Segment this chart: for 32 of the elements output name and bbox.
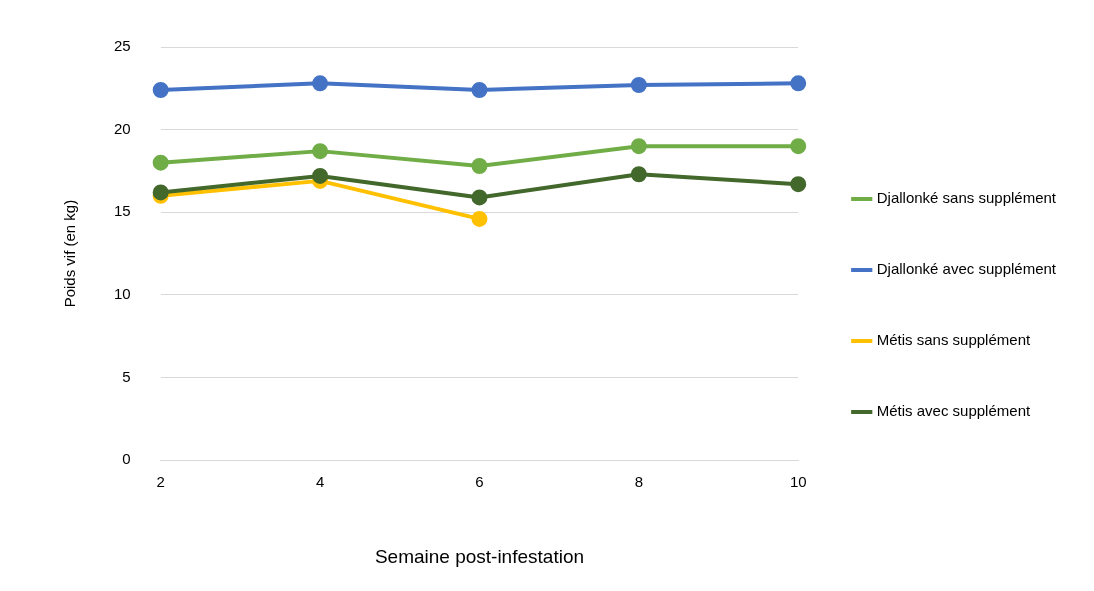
x-tick-label: 6 xyxy=(475,473,484,491)
x-tick-label: 4 xyxy=(315,473,325,491)
x-tick-label: 8 xyxy=(634,473,644,491)
y-axis-title: Poids vif (en kg) xyxy=(61,199,79,308)
y-tick-label: 5 xyxy=(122,367,131,385)
y-tick-label: 20 xyxy=(114,119,131,137)
x-tick-label: 2 xyxy=(156,473,165,491)
y-tick-label: 10 xyxy=(114,285,131,303)
point xyxy=(630,166,647,183)
point xyxy=(152,81,169,98)
point xyxy=(471,158,488,174)
legend-label: Métis sans supplément xyxy=(876,331,1031,349)
point xyxy=(312,75,329,92)
y-tick-label: 25 xyxy=(114,37,131,55)
y-tick-label: 0 xyxy=(122,450,131,468)
point xyxy=(790,75,807,92)
point xyxy=(312,143,329,160)
legend-label: Métis avec supplément xyxy=(876,402,1031,420)
point xyxy=(790,176,807,193)
point xyxy=(630,77,647,94)
point xyxy=(471,210,488,227)
legend-label: Djallonké avec supplément xyxy=(876,260,1057,278)
legend-label: Djallonké sans supplément xyxy=(876,189,1057,207)
y-tick-label: 15 xyxy=(114,202,131,220)
point xyxy=(471,81,488,98)
point xyxy=(630,138,647,155)
x-axis-title: Semaine post-infestation xyxy=(374,545,585,567)
point xyxy=(790,138,807,155)
x-tick-label: 10 xyxy=(789,473,807,491)
point xyxy=(152,154,169,171)
point xyxy=(471,189,488,206)
point xyxy=(312,167,329,184)
